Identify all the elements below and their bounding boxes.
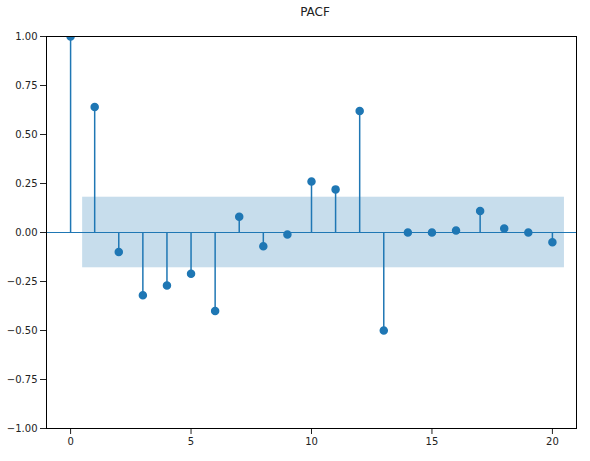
svg-text:−1.00: −1.00 [7,423,38,434]
svg-text:20: 20 [546,436,559,447]
svg-text:0.50: 0.50 [15,129,37,140]
svg-text:15: 15 [426,436,439,447]
svg-text:0.00: 0.00 [15,227,37,238]
svg-text:0: 0 [67,436,73,447]
svg-text:−0.75: −0.75 [7,374,38,385]
svg-text:−0.25: −0.25 [7,276,38,287]
svg-text:5: 5 [188,436,194,447]
svg-text:10: 10 [305,436,318,447]
svg-text:0.75: 0.75 [15,80,37,91]
html-text:PACF: PACF [300,5,330,19]
svg-text:−0.50: −0.50 [7,325,38,336]
svg-text:0.25: 0.25 [15,178,37,189]
svg-text:1.00: 1.00 [15,31,37,42]
